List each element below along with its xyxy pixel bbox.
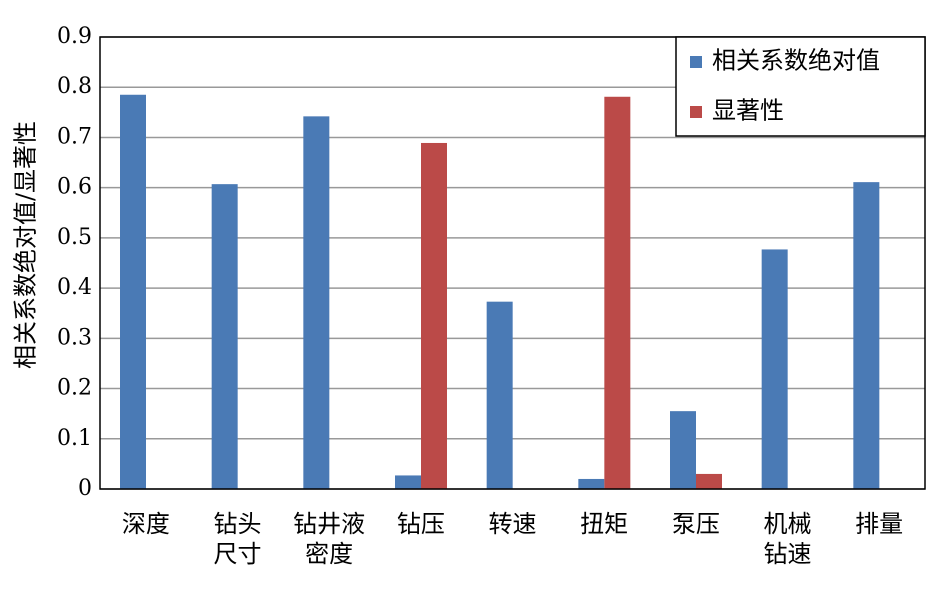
bar xyxy=(604,96,631,490)
plot-frame xyxy=(99,36,926,490)
y-axis-label: 相关系数绝对值/显著性 xyxy=(12,121,40,369)
bar xyxy=(761,249,788,489)
bar xyxy=(696,473,722,489)
bar xyxy=(853,182,880,490)
y-tick-label: 0.9 xyxy=(57,24,92,49)
x-tick-label: 机械钻速 xyxy=(764,510,812,568)
y-tick-label: 0.8 xyxy=(57,74,92,99)
bar xyxy=(120,94,146,489)
bar xyxy=(211,184,238,489)
bar xyxy=(486,301,513,489)
legend-box xyxy=(675,36,926,137)
legend-swatch xyxy=(690,56,702,68)
bar xyxy=(421,142,447,490)
y-tick-label: 0.2 xyxy=(57,376,92,401)
x-tick-label: 钻压 xyxy=(397,510,445,538)
legend-swatch xyxy=(690,106,702,118)
x-tick-label: 钻井液密度 xyxy=(293,510,365,568)
x-tick-label: 钻头尺寸 xyxy=(214,510,262,568)
bar xyxy=(303,116,330,490)
bar xyxy=(578,478,605,489)
bar xyxy=(395,475,421,489)
y-tick-label: 0.4 xyxy=(57,275,92,300)
y-tick-label: 0.1 xyxy=(57,426,92,451)
bar xyxy=(670,411,696,489)
legend-label: 显著性 xyxy=(712,97,784,125)
y-tick-label: 0.7 xyxy=(57,124,92,149)
y-tick-label: 0.6 xyxy=(57,175,92,200)
x-tick-label: 深度 xyxy=(122,510,170,538)
y-tick-label: 0.3 xyxy=(57,325,92,350)
x-tick-label: 泵压 xyxy=(672,510,720,538)
x-tick-label: 排量 xyxy=(855,510,903,538)
y-tick-label: 0 xyxy=(78,476,92,501)
y-tick-label: 0.5 xyxy=(57,225,92,250)
legend-label: 相关系数绝对值 xyxy=(712,47,880,75)
x-tick-label: 转速 xyxy=(489,510,537,538)
x-tick-label: 扭矩 xyxy=(580,510,628,538)
